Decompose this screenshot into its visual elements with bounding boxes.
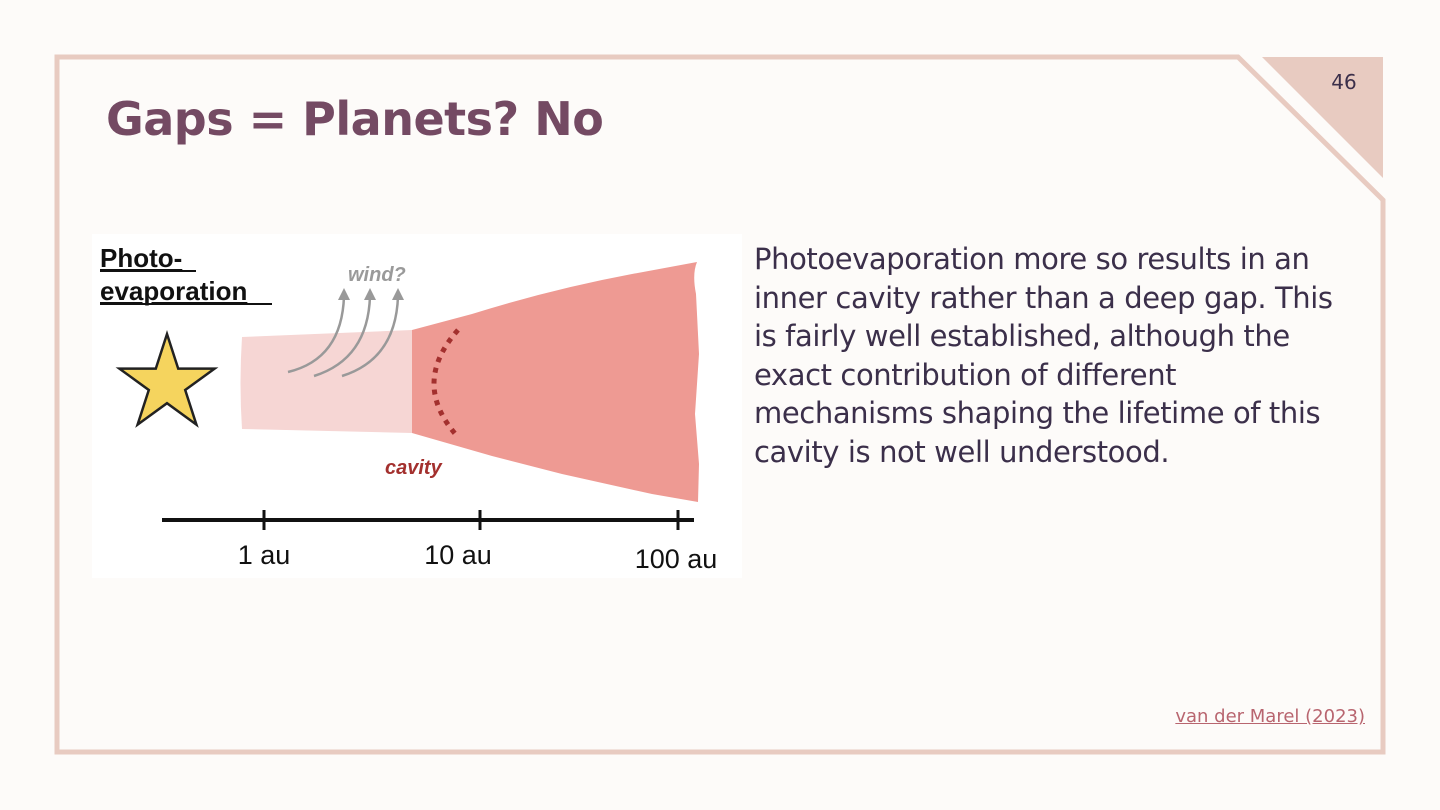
- citation-link[interactable]: van der Marel (2023): [1175, 706, 1365, 727]
- page-number: 46: [1331, 70, 1357, 94]
- body-paragraph: Photoevaporation more so results in an i…: [754, 242, 1333, 469]
- inner-disk: [240, 330, 412, 433]
- axis-label-100au: 100 au: [635, 544, 718, 574]
- wind-arrowheads: [338, 288, 404, 300]
- figure-heading-line1: Photo-: [100, 243, 182, 273]
- outer-disk: [412, 262, 699, 502]
- photoevaporation-figure: Photo- evaporation wind? cavity: [92, 234, 742, 578]
- cavity-label: cavity: [385, 457, 443, 479]
- figure-heading-line2: evaporation: [100, 276, 247, 306]
- star-icon: [115, 329, 219, 428]
- axis-label-10au: 10 au: [424, 540, 492, 570]
- wind-label: wind?: [348, 264, 406, 286]
- figure-canvas: Photo- evaporation wind? cavity: [100, 243, 718, 574]
- axis-label-1au: 1 au: [238, 540, 291, 570]
- wind-arrows: [287, 295, 400, 378]
- cavity-edge: [431, 328, 460, 439]
- slide-title: Gaps = Planets? No: [106, 92, 604, 146]
- frame-border: [54, 54, 1386, 755]
- corner-flap: [1262, 57, 1383, 178]
